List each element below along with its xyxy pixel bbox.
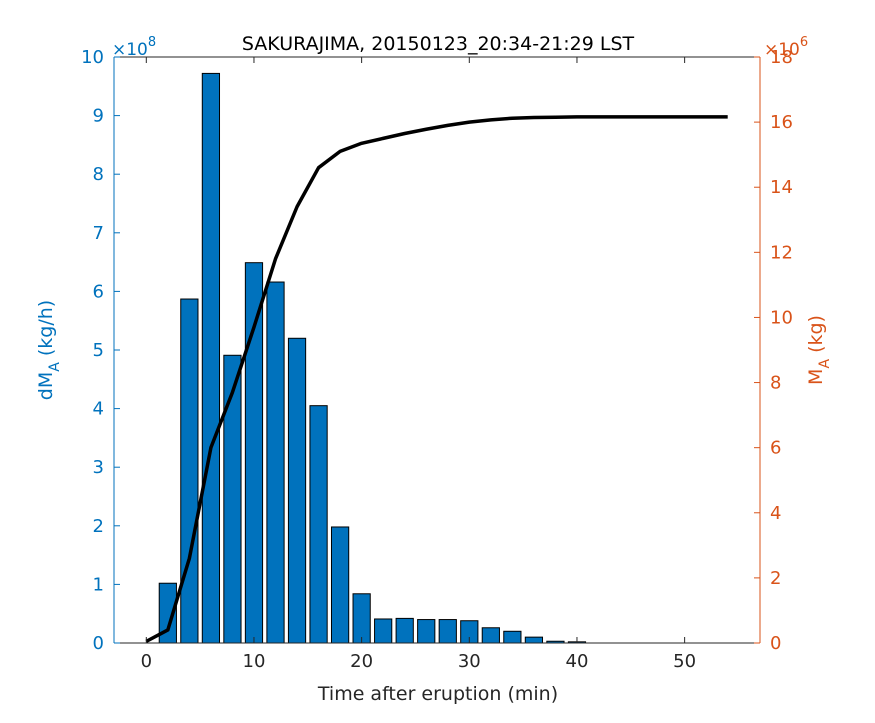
x-tick-label: 20 [350, 651, 373, 672]
line-layer [145, 115, 728, 643]
right-axis-label: MA (kg) [805, 315, 833, 385]
right-axis-label-sub: A [817, 359, 833, 369]
left-tick-label: 10 [81, 47, 104, 68]
left-tick-label: 4 [93, 399, 104, 420]
bar [223, 354, 242, 644]
bar [503, 630, 522, 644]
bar [395, 617, 414, 644]
right-tick-label: 6 [770, 438, 781, 459]
bars-layer [158, 72, 587, 644]
x-axis-label: Time after eruption (min) [317, 683, 558, 705]
right-tick-label: 10 [770, 307, 793, 328]
bar [352, 593, 371, 644]
x-tick-label: 40 [566, 651, 589, 672]
right-tick-label: 8 [770, 373, 781, 394]
bar [266, 281, 285, 644]
bar [180, 298, 199, 644]
right-axis-label-unit: (kg) [805, 315, 827, 359]
left-axis-label-sub: A [47, 362, 63, 372]
bar [524, 636, 544, 644]
right-tick-label: 18 [770, 47, 793, 68]
right-tick-label: 16 [770, 112, 793, 133]
left-tick-label: 0 [93, 633, 104, 654]
left-tick-label: 6 [93, 281, 104, 302]
bar [417, 619, 436, 644]
right-exponent-base: ×10 [764, 40, 800, 60]
right-tick-label: 12 [770, 242, 793, 263]
bar [309, 405, 328, 644]
left-tick-label: 7 [93, 223, 104, 244]
chart-title: SAKURAJIMA, 20150123_20:34-21:29 LST [242, 33, 635, 55]
bar [438, 619, 457, 644]
right-exponent: ×106 [764, 35, 808, 60]
right-tick-label: 2 [770, 568, 781, 589]
bar [287, 337, 307, 644]
right-axis-label-main: M [805, 369, 827, 385]
left-axis-label-main: dM [35, 372, 57, 400]
left-tick-label: 5 [93, 340, 104, 361]
left-exponent-power: 8 [148, 35, 156, 50]
left-exponent-base: ×10 [112, 40, 148, 60]
left-exponent: ×108 [112, 35, 156, 60]
bar [481, 627, 500, 644]
right-tick-label: 0 [770, 633, 781, 654]
left-tick-label: 2 [93, 516, 104, 537]
bar [374, 618, 393, 644]
bar [330, 526, 350, 644]
right-tick-label: 14 [770, 177, 793, 198]
x-tick-label: 50 [673, 651, 696, 672]
left-tick-label: 9 [93, 106, 104, 127]
x-tick-label: 10 [243, 651, 266, 672]
left-axis-label-unit: (kg/h) [35, 300, 57, 362]
cumulative-line [145, 115, 728, 643]
bar [244, 262, 264, 644]
labels-layer: SAKURAJIMA, 20150123_20:34-21:29 LST Tim… [35, 33, 833, 705]
bar [201, 72, 221, 644]
left-tick-label: 8 [93, 164, 104, 185]
right-tick-label: 4 [770, 503, 781, 524]
right-exponent-power: 6 [800, 35, 808, 50]
left-tick-label: 3 [93, 457, 104, 478]
x-tick-label: 0 [141, 651, 152, 672]
x-tick-label: 30 [458, 651, 481, 672]
left-axis-label: dMA (kg/h) [35, 300, 63, 400]
left-tick-label: 1 [93, 574, 104, 595]
